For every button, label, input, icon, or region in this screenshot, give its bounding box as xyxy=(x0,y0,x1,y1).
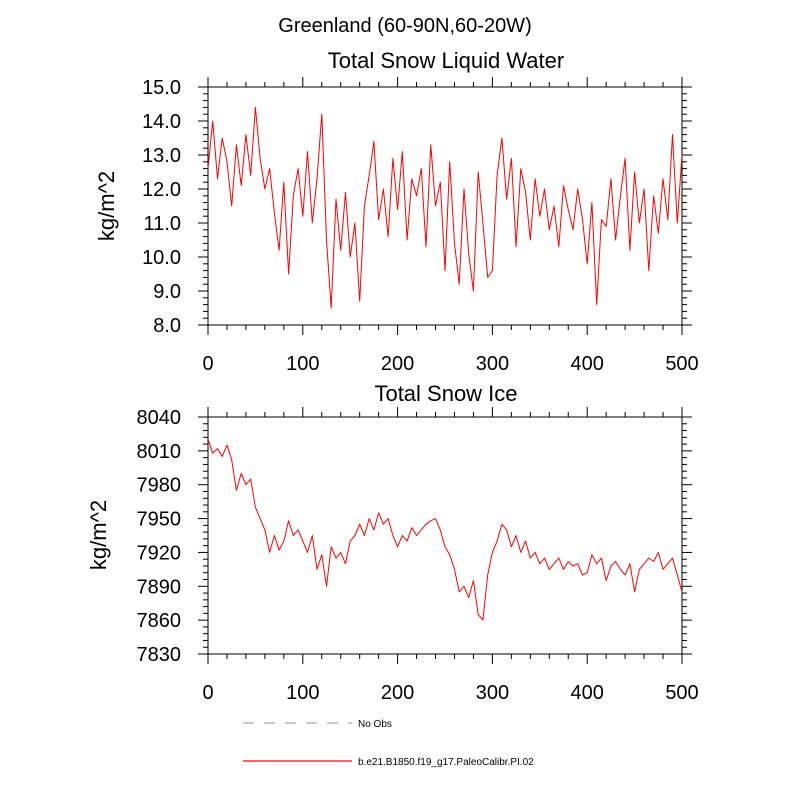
x-tick-label: 200 xyxy=(381,682,414,704)
legend-label-obs: No Obs xyxy=(358,719,392,730)
y-axis-label: kg/m^2 xyxy=(94,171,119,241)
x-tick-label: 300 xyxy=(476,353,509,375)
plot-frame xyxy=(207,86,683,326)
y-tick-label: 13.0 xyxy=(142,145,181,167)
x-tick-label: 500 xyxy=(665,682,698,704)
x-tick-labels: 0 100 200 300 400 500 xyxy=(202,353,698,375)
panel-title: Total Snow Ice xyxy=(374,381,517,406)
data-series xyxy=(207,106,683,309)
x-tick-label: 100 xyxy=(286,682,319,704)
legend-label-model: b.e21.B1850.f19_g17.PaleoCalibr.PI.02 xyxy=(358,757,534,768)
x-tick-label: 0 xyxy=(202,682,213,704)
y-tick-label: 10.0 xyxy=(142,247,181,269)
y-axis-label: kg/m^2 xyxy=(86,500,111,570)
y-tick-label: 7980 xyxy=(137,475,182,497)
y-tick-label: 7920 xyxy=(137,542,182,564)
panel-snow-ice: Total Snow Ice kg/m^2 7830 7860 7890 7920 79… xyxy=(86,381,699,704)
y-tick-label: 14.0 xyxy=(142,111,181,133)
x-tick-label: 0 xyxy=(202,353,213,375)
y-tick-labels: 8.0 9.0 10.0 11.0 12.0 13.0 14.0 15.0 xyxy=(142,77,181,337)
y-tick-label: 7830 xyxy=(137,644,182,666)
panel-title: Total Snow Liquid Water xyxy=(328,48,564,73)
x-tick-label: 200 xyxy=(381,353,414,375)
panel-liquid-water: Total Snow Liquid Water kg/m^2 8.0 9.0 10.… xyxy=(94,48,699,375)
series-line-model xyxy=(207,106,683,309)
y-tick-labels: 7830 7860 7890 7920 7950 7980 8010 8040 xyxy=(137,407,182,666)
x-tick-label: 400 xyxy=(571,682,604,704)
x-tick-labels: 0 100 200 300 400 500 xyxy=(202,682,698,704)
axis-ticks xyxy=(198,77,692,335)
y-tick-label: 8.0 xyxy=(153,315,181,337)
x-tick-label: 400 xyxy=(571,353,604,375)
y-tick-label: 11.0 xyxy=(144,213,181,235)
figure-title: Greenland (60-90N,60-20W) xyxy=(278,15,531,37)
plot-frame xyxy=(207,416,683,655)
y-tick-label: 7950 xyxy=(137,509,182,531)
data-series xyxy=(207,439,683,621)
axis-ticks xyxy=(198,407,692,664)
x-tick-label: 100 xyxy=(286,353,319,375)
y-tick-label: 9.0 xyxy=(153,281,181,303)
y-tick-label: 7860 xyxy=(137,610,182,632)
y-tick-label: 15.0 xyxy=(142,77,181,99)
y-tick-label: 12.0 xyxy=(142,179,181,201)
legend: No Obs b.e21.B1850.f19_g17.PaleoCalibr.P… xyxy=(243,719,534,768)
y-tick-label: 8010 xyxy=(137,441,182,463)
x-tick-label: 300 xyxy=(476,682,509,704)
y-tick-label: 7890 xyxy=(137,576,182,598)
series-line-model xyxy=(207,439,683,621)
y-tick-label: 8040 xyxy=(137,407,182,429)
x-tick-label: 500 xyxy=(665,353,698,375)
